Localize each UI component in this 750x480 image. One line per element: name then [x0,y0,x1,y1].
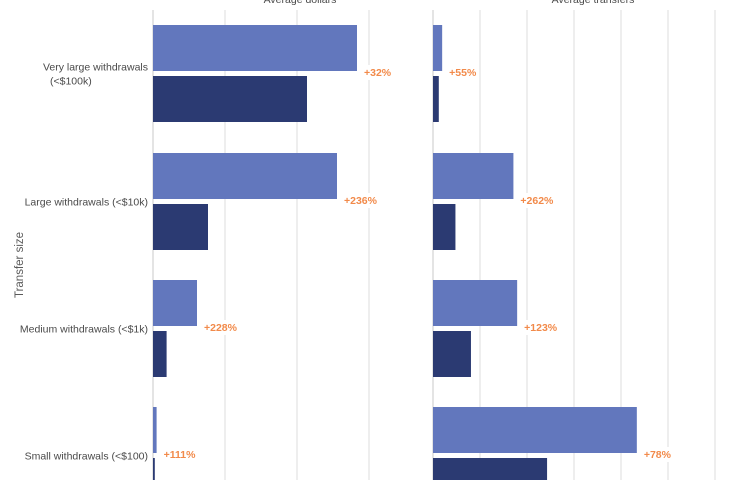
bar-earlier [153,280,197,326]
change-label: +262% [520,195,554,207]
bar-later [153,458,155,480]
labels: Average dollars Average transfers +32% +236… [20,0,673,463]
y-axis-title: Transfer size [14,232,26,298]
panel-title: Average dollars [264,0,337,6]
change-label: +32% [364,67,392,79]
category-label: Small withdrawals (<$100) [25,451,148,463]
category-label: Medium withdrawals (<$1k) [20,324,148,336]
change-label-bg [199,320,239,335]
bar-later [153,76,307,122]
bar-later [433,76,439,122]
change-label-bg [638,447,673,462]
panel-title: Average transfers [552,0,635,6]
bar-earlier [433,280,518,326]
bar-later [153,331,167,377]
change-label: +123% [524,322,558,334]
change-label: +55% [449,67,477,79]
bar-earlier [153,25,357,71]
bar-earlier [153,153,337,199]
bar-earlier [433,25,443,71]
bar-later [433,331,471,377]
bars [153,25,637,480]
bar-later [153,204,208,250]
category-label: Large withdrawals (<$10k) [25,197,148,209]
change-label-bg [359,65,393,80]
category-label: Very large withdrawals (<$100k) [43,62,148,88]
change-label: +111% [164,449,196,461]
change-label-bg [444,65,478,80]
change-label: +236% [344,195,378,207]
bar-earlier [153,407,157,453]
bar-later [433,458,548,480]
change-label-bg [158,447,199,462]
bar-earlier [433,153,514,199]
change-label-bg [515,193,556,208]
bar-later [433,204,456,250]
change-label: +228% [204,322,238,334]
bar-earlier [433,407,637,453]
change-label-bg [519,320,560,335]
change-label-bg [339,193,379,208]
change-label: +78% [644,449,672,461]
